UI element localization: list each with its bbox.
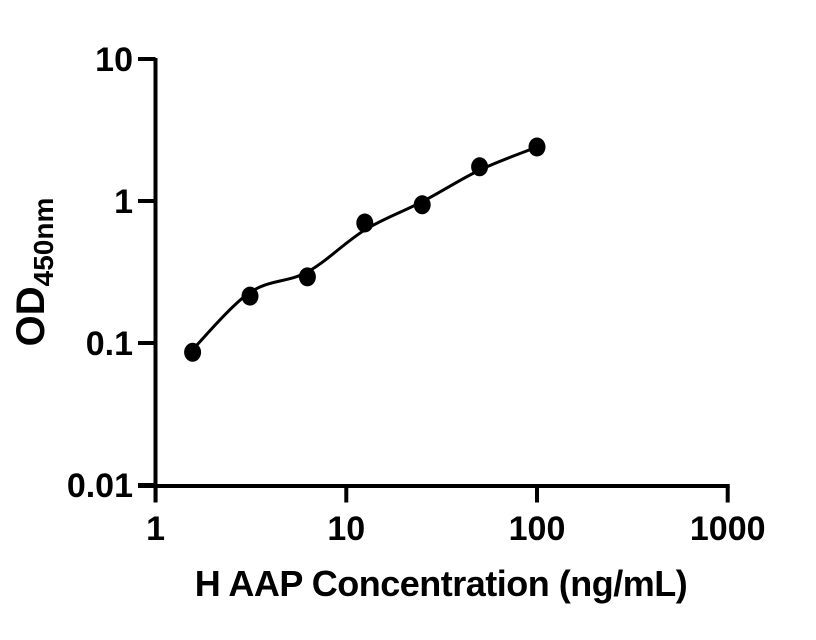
x-tick-label: 1 (146, 510, 165, 548)
data-point (413, 195, 431, 215)
x-tick-label: 1000 (690, 510, 766, 548)
data-point (471, 157, 489, 177)
y-tick-label: 1 (114, 183, 133, 221)
data-point (184, 342, 202, 362)
y-tick-labels: 10 1 0.1 0.01 (67, 41, 133, 505)
y-tick-label: 10 (95, 41, 133, 79)
data-points (184, 137, 546, 362)
x-axis-title: H AAP Concentration (ng/mL) (195, 563, 688, 604)
axis-ticks (138, 57, 730, 503)
data-point (241, 286, 259, 306)
axes (138, 58, 730, 503)
data-point (528, 137, 546, 157)
y-axis-title: OD450nm (9, 198, 59, 347)
y-axis-title-main: OD (9, 286, 53, 346)
data-point (356, 213, 374, 233)
x-tick-labels: 1 10 100 1000 (146, 510, 765, 548)
data-point (298, 267, 316, 287)
x-tick-label: 10 (327, 510, 365, 548)
fit-curve-line (191, 145, 539, 351)
y-tick-label: 0.01 (67, 467, 133, 505)
y-tick-label: 0.1 (86, 325, 133, 363)
y-axis-title-subscript: 450nm (28, 198, 59, 287)
x-tick-label: 100 (509, 510, 566, 548)
